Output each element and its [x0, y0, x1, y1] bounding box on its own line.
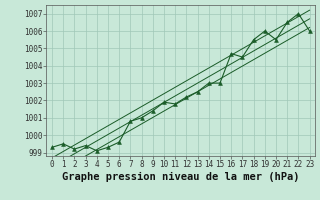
X-axis label: Graphe pression niveau de la mer (hPa): Graphe pression niveau de la mer (hPa) [62, 172, 300, 182]
